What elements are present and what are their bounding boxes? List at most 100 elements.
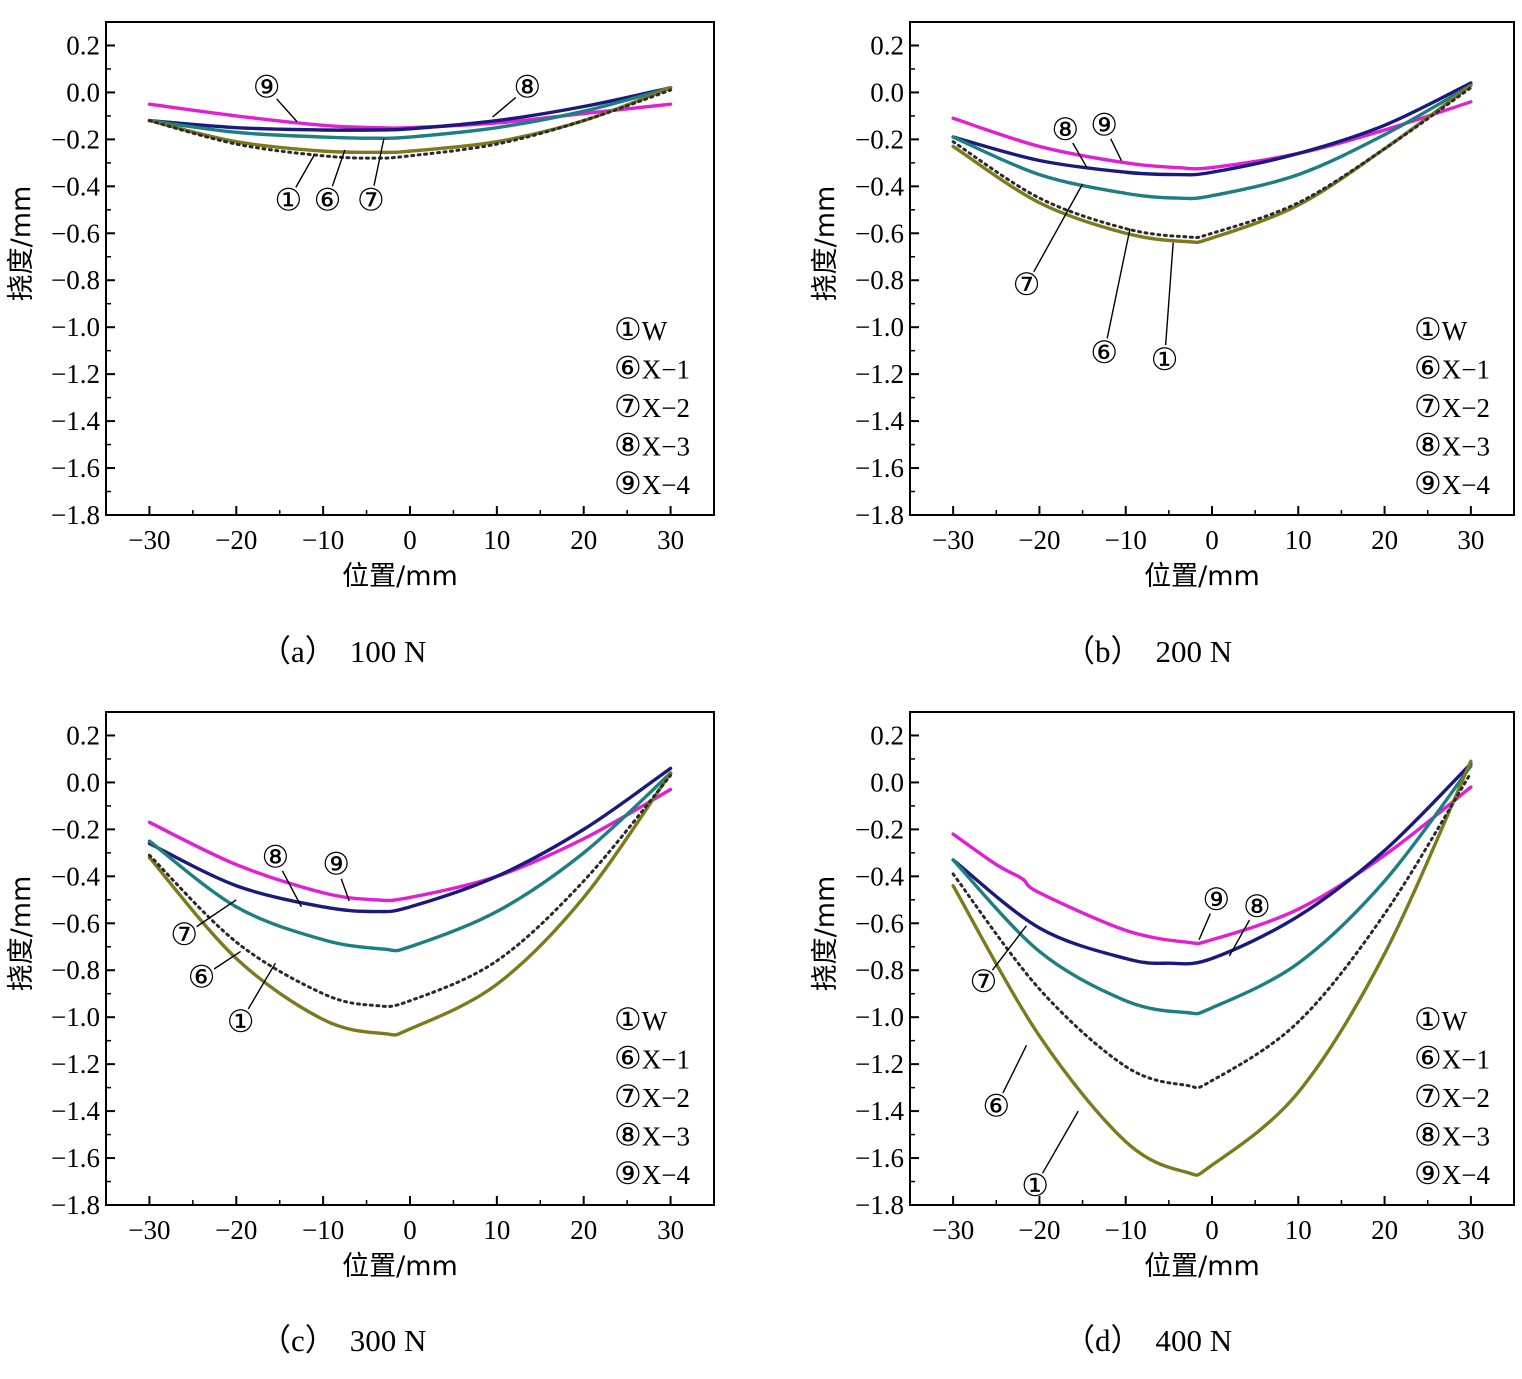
legend-label: X−1 (1442, 355, 1490, 385)
y-tick-label: −1.4 (51, 1096, 100, 1126)
legend-label: X−2 (642, 393, 690, 423)
series-line-x-3 (147, 766, 673, 914)
x-tick-label: 10 (1285, 1215, 1312, 1245)
y-tick-label: −0.6 (855, 908, 904, 938)
series-line-x-1 (147, 771, 673, 1037)
y-axis-label: 挠度/mm (6, 876, 37, 992)
y-tick-label: −1.8 (855, 1190, 904, 1220)
series-line-x-2 (951, 764, 1473, 1016)
y-tick-label: −0.2 (51, 124, 100, 154)
legend-label: X−2 (1442, 393, 1490, 423)
callout-leader (1228, 919, 1251, 957)
series-line-w (951, 771, 1473, 1090)
y-tick-label: 0.2 (870, 720, 904, 750)
callout-label: ① (227, 1004, 255, 1039)
legend-label: W (642, 1006, 668, 1036)
x-tick-label: 0 (403, 525, 417, 555)
series-line-x-3 (951, 761, 1473, 966)
callout-leader (196, 899, 237, 928)
y-tick-label: −0.4 (51, 171, 100, 201)
x-axis-label: 位置/mm (342, 561, 458, 592)
y-tick-label: −0.2 (855, 814, 904, 844)
caption-label: （d） (1064, 1323, 1142, 1358)
y-tick-label: −1.2 (51, 1049, 100, 1079)
x-tick-label: 30 (657, 1215, 684, 1245)
y-tick-label: −0.6 (51, 908, 100, 938)
x-tick-label: 30 (657, 525, 684, 555)
callout-label: ⑨ (1202, 882, 1230, 917)
callout-label: ① (1151, 342, 1179, 377)
y-tick-label: −1.0 (855, 312, 904, 342)
legend-marker: ⑨ (1414, 466, 1442, 501)
x-tick-label: −10 (1105, 1215, 1147, 1245)
callout-label: ⑨ (1090, 107, 1118, 142)
legend-marker: ⑥ (1414, 1041, 1442, 1076)
legend-entry-w: ①W (614, 1002, 668, 1037)
x-tick-label: −30 (128, 1215, 170, 1245)
x-tick-label: −10 (302, 525, 344, 555)
y-tick-label: 0.0 (66, 767, 100, 797)
caption-load: 300 N (350, 1323, 427, 1358)
callout-label: ⑧ (1243, 889, 1271, 924)
x-tick-label: 0 (1205, 1215, 1219, 1245)
y-tick-label: −1.6 (51, 1143, 100, 1173)
legend-entry-w: ①W (1414, 312, 1468, 347)
series-line-x-1 (951, 83, 1473, 245)
callout-leader (1072, 142, 1088, 168)
callout-leader (1110, 138, 1123, 161)
legend-marker: ⑦ (1414, 389, 1442, 424)
legend-entry-x-4: ⑨X−4 (614, 466, 691, 501)
legend-entry-w: ①W (614, 312, 668, 347)
legend-label: X−2 (642, 1083, 690, 1113)
legend-marker: ⑦ (1414, 1079, 1442, 1114)
x-tick-label: −10 (1105, 525, 1147, 555)
legend-entry-x-3: ⑧X−3 (1414, 428, 1490, 463)
legend-marker: ① (614, 1002, 642, 1037)
x-tick-label: −30 (128, 525, 170, 555)
chart-panel-4: 0.2 0.0 −0.2 −0.4 −0.6 −0.8 −1.0 −1.2 −1.4 −1.6 −1… (810, 711, 1515, 1358)
callout-label: ⑥ (188, 959, 216, 994)
legend-marker: ① (1414, 312, 1442, 347)
legend-entry-x-1: ⑥X−1 (1414, 1041, 1490, 1076)
y-tick-label: −0.2 (855, 124, 904, 154)
legend-label: X−1 (642, 1045, 690, 1075)
legend-entry-x-1: ⑥X−1 (614, 351, 690, 386)
legend-entry-w: ①W (1414, 1002, 1468, 1037)
callout-leader (1002, 1045, 1028, 1094)
caption-load: 200 N (1156, 634, 1233, 669)
y-tick-label: −1.0 (855, 1002, 904, 1032)
series-line-x-2 (951, 83, 1473, 201)
chart-panel-3: 0.2 0.0 −0.2 −0.4 −0.6 −0.8 −1.0 −1.2 −1.4 −1.6 −1… (6, 711, 715, 1358)
x-tick-label: −10 (302, 1215, 344, 1245)
callout-label: ⑧ (1051, 112, 1079, 147)
caption-label: （a） (260, 634, 336, 669)
y-tick-label: −0.8 (855, 955, 904, 985)
legend-marker: ⑨ (614, 1156, 642, 1191)
x-tick-label: 30 (1457, 1215, 1484, 1245)
y-tick-label: −1.8 (51, 1190, 100, 1220)
legend-marker: ⑦ (614, 389, 642, 424)
legend-marker: ⑨ (1414, 1156, 1442, 1191)
callout-leader (276, 98, 298, 123)
callout-label: ⑧ (513, 70, 541, 105)
legend-entry-x-1: ⑥X−1 (1414, 351, 1490, 386)
series-line-x-4 (951, 100, 1473, 171)
callout-leader (1198, 913, 1212, 940)
x-tick-label: 10 (1285, 525, 1312, 555)
legend-entry-x-2: ⑦X−2 (1414, 389, 1490, 424)
legend-label: X−3 (642, 432, 690, 462)
y-tick-label: −0.4 (51, 861, 100, 891)
y-axis-label: 挠度/mm (810, 186, 841, 302)
panel-caption: （a） 100 N (260, 634, 426, 669)
legend-entry-x-2: ⑦X−2 (1414, 1079, 1490, 1114)
x-tick-label: −30 (932, 525, 974, 555)
legend-label: X−3 (1442, 1122, 1490, 1152)
y-tick-label: −1.8 (855, 500, 904, 530)
legend-marker: ⑧ (614, 428, 642, 463)
x-tick-label: 20 (570, 525, 597, 555)
callout-leader (1106, 228, 1131, 339)
legend-marker: ⑨ (614, 466, 642, 501)
y-tick-label: −1.4 (51, 406, 100, 436)
callout-leader (281, 870, 303, 908)
callout-label: ⑦ (357, 182, 385, 217)
